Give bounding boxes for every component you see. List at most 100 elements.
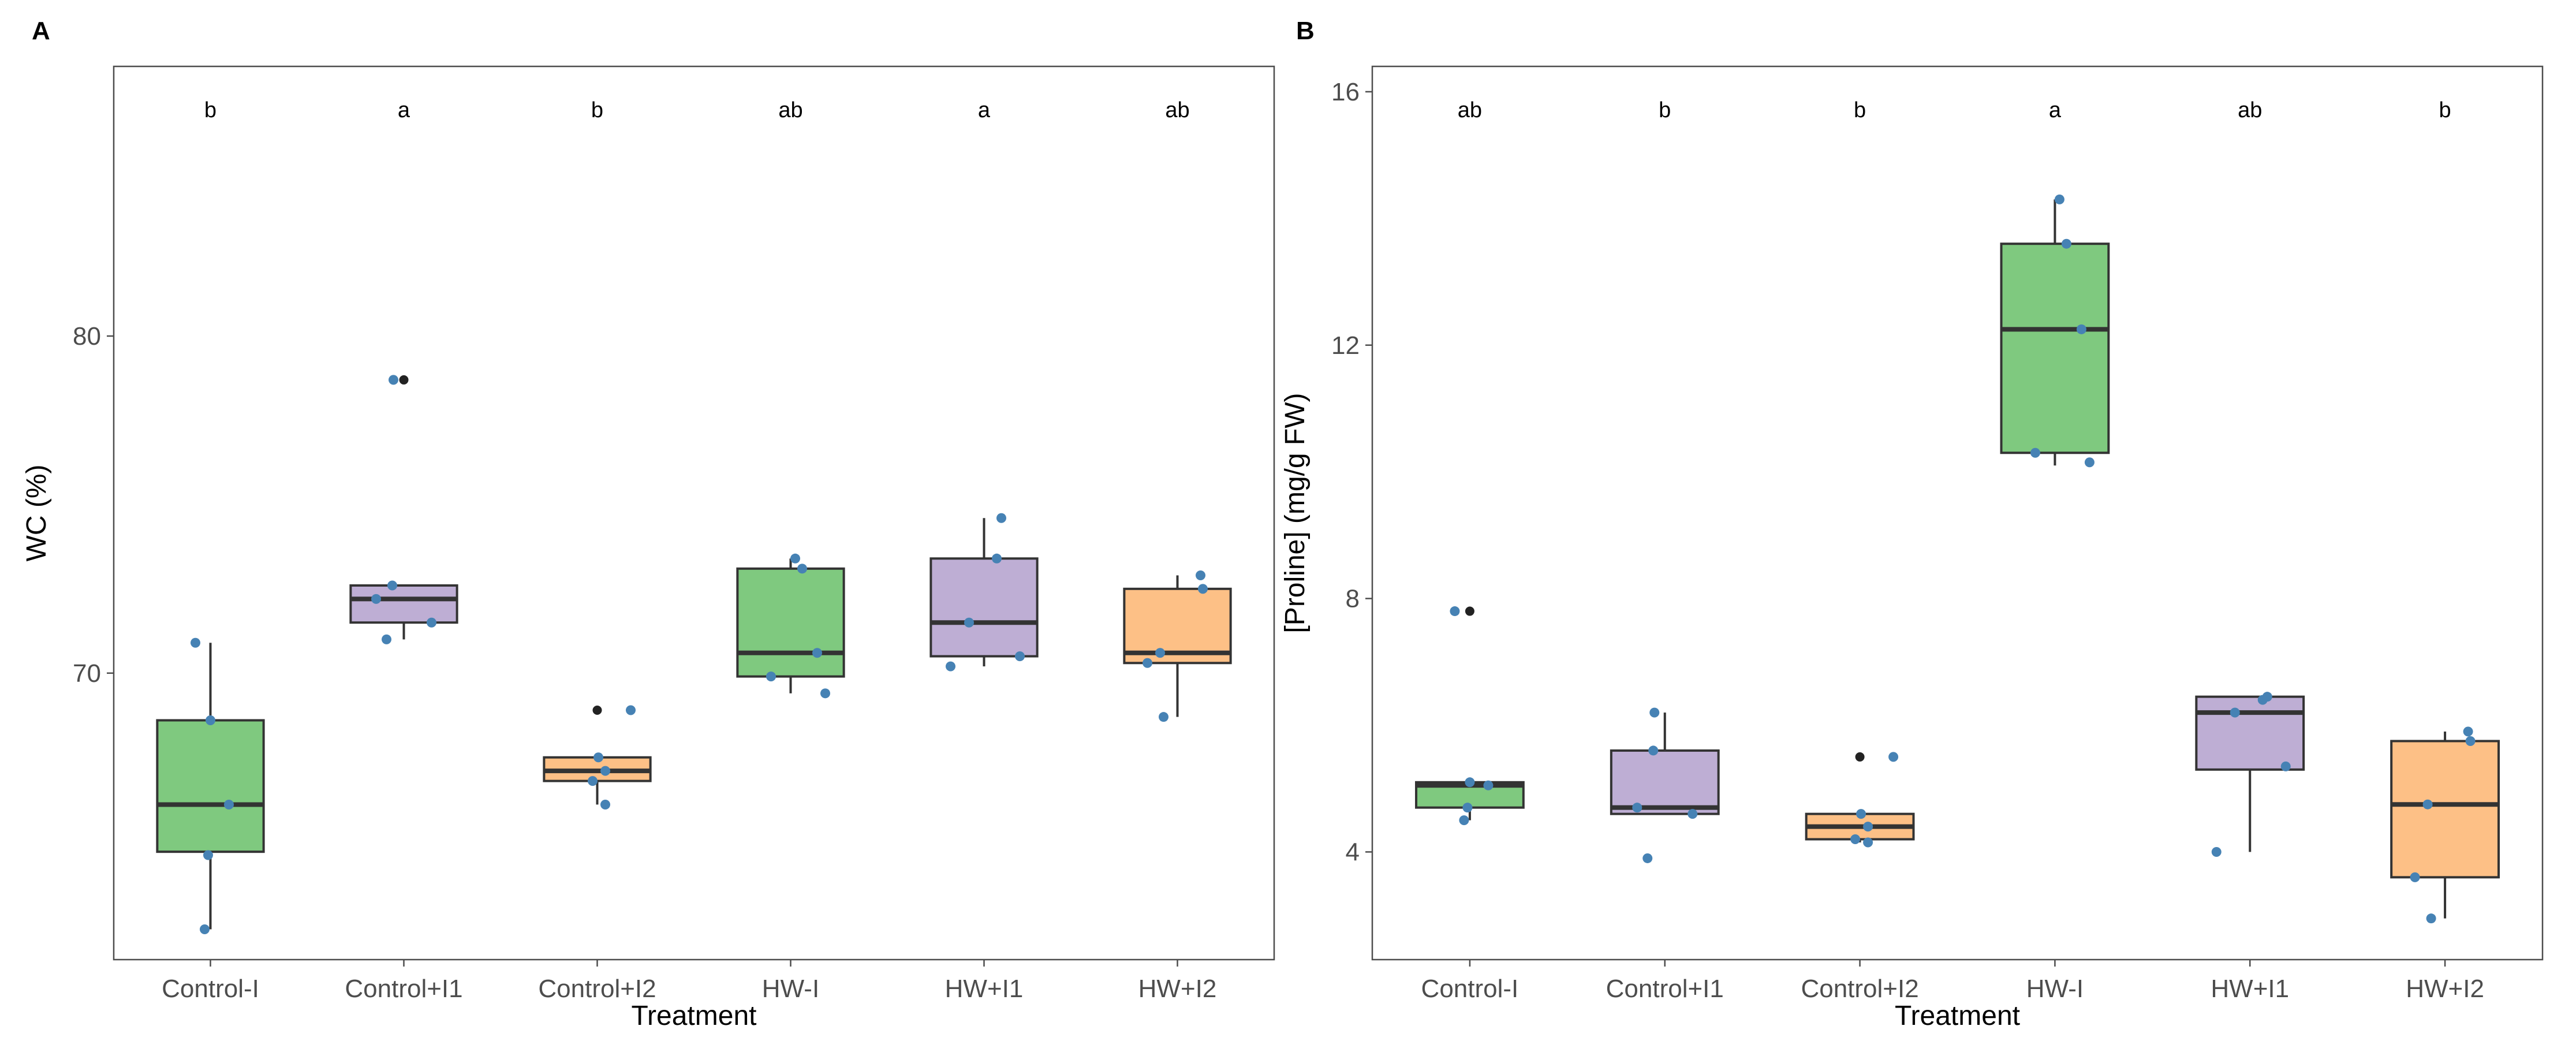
data-point xyxy=(1159,712,1168,722)
data-point xyxy=(1015,651,1025,662)
data-point xyxy=(2422,799,2433,809)
significance-letter: a xyxy=(2049,98,2062,122)
box-body xyxy=(929,557,1039,658)
x-tick-label: HW+I2 xyxy=(1138,975,1217,1003)
significance-letter: b xyxy=(591,98,603,122)
box-body xyxy=(736,567,845,678)
data-point xyxy=(1648,745,1659,756)
x-tick-label: Control+I2 xyxy=(538,975,656,1003)
data-point xyxy=(2257,695,2268,705)
x-tick-label: Control+I1 xyxy=(1606,975,1724,1003)
data-point xyxy=(2084,457,2095,468)
data-point xyxy=(1483,780,1494,790)
data-point xyxy=(996,513,1006,523)
data-point xyxy=(2030,447,2040,458)
data-point xyxy=(790,553,800,564)
box-body xyxy=(2000,243,2110,454)
data-point xyxy=(1450,606,1460,617)
x-tick-label: HW-I xyxy=(2026,975,2084,1003)
data-point xyxy=(1649,707,1660,718)
box-Control+I2 xyxy=(543,706,652,805)
panel-letter: B xyxy=(1296,17,1315,45)
x-tick-label: Control-I xyxy=(162,975,259,1003)
x-tick-label: HW-I xyxy=(762,975,819,1003)
data-point xyxy=(600,799,610,809)
data-point xyxy=(1863,822,1873,832)
box-HW+I2 xyxy=(1123,575,1232,717)
data-point xyxy=(2280,761,2291,771)
y-tick-label: 8 xyxy=(1346,585,1360,613)
outlier-point xyxy=(1855,752,1865,762)
data-point xyxy=(1459,815,1469,826)
y-tick-label: 12 xyxy=(1331,331,1360,360)
data-point xyxy=(2054,194,2064,204)
data-point xyxy=(1888,752,1899,762)
data-point xyxy=(389,375,398,385)
significance-letter: ab xyxy=(778,98,802,122)
y-tick-label: 16 xyxy=(1331,78,1360,106)
data-point xyxy=(1196,570,1205,580)
data-point xyxy=(593,752,603,763)
box-body xyxy=(1610,749,1720,815)
data-point xyxy=(191,637,200,648)
data-point xyxy=(2463,726,2473,737)
box-HW+I1 xyxy=(929,518,1039,667)
significance-letter: ab xyxy=(1165,98,1189,122)
data-point xyxy=(224,799,234,809)
data-point xyxy=(812,648,822,658)
data-point xyxy=(964,617,974,628)
plot-frame xyxy=(113,65,1275,961)
data-point xyxy=(2211,846,2222,857)
data-point xyxy=(2465,736,2476,746)
data-point xyxy=(371,594,381,604)
data-point xyxy=(946,661,955,672)
data-point xyxy=(1642,853,1653,863)
data-point xyxy=(203,850,213,860)
x-tick-label: HW+I1 xyxy=(2211,975,2289,1003)
data-point xyxy=(1143,658,1152,668)
data-point xyxy=(1850,834,1861,845)
y-tick-label: 80 xyxy=(73,322,101,350)
x-tick-label: Control+I1 xyxy=(345,975,462,1003)
x-tick-label: HW+I1 xyxy=(945,975,1024,1003)
y-tick-label: 70 xyxy=(73,659,101,688)
box-HW-I xyxy=(736,558,845,693)
box-body xyxy=(156,719,265,853)
significance-letter: ab xyxy=(1458,98,1482,122)
y-axis-title: [Proline] (mg/g FW) xyxy=(1280,393,1311,633)
box-Control-I xyxy=(1415,606,1525,820)
x-tick-label: HW+I2 xyxy=(2406,975,2484,1003)
data-point xyxy=(382,634,391,644)
significance-letter: ab xyxy=(2238,98,2262,122)
data-point xyxy=(1856,809,1866,819)
outlier-point xyxy=(399,375,409,385)
x-tick-label: Control-I xyxy=(1421,975,1519,1003)
data-point xyxy=(427,617,436,628)
panel-letter: A xyxy=(32,17,50,45)
data-point xyxy=(1155,648,1165,658)
data-point xyxy=(626,705,636,715)
box-body xyxy=(2195,695,2305,771)
significance-letter: b xyxy=(2439,98,2451,122)
significance-letter: b xyxy=(204,98,216,122)
y-tick-label: 4 xyxy=(1346,838,1360,866)
box-HW-I xyxy=(2000,199,2110,466)
data-point xyxy=(2426,913,2436,924)
data-point xyxy=(2230,707,2240,718)
panel-B: B 4 8 12 16 ab b b a ab b Control-I Control+I1 Contro… xyxy=(1280,17,2544,1031)
data-point xyxy=(1198,584,1208,594)
x-axis-title: Treatment xyxy=(632,1001,757,1031)
significance-letter: a xyxy=(398,98,410,122)
box-body xyxy=(2390,740,2500,879)
data-point xyxy=(1465,777,1475,788)
significance-letter: b xyxy=(1659,98,1671,122)
data-point xyxy=(1632,803,1642,813)
data-point xyxy=(2061,238,2071,249)
data-point xyxy=(797,564,807,574)
data-point xyxy=(1462,803,1473,813)
plot-frame xyxy=(1371,65,2544,961)
box-Control-I xyxy=(156,643,265,930)
data-point xyxy=(206,715,215,726)
